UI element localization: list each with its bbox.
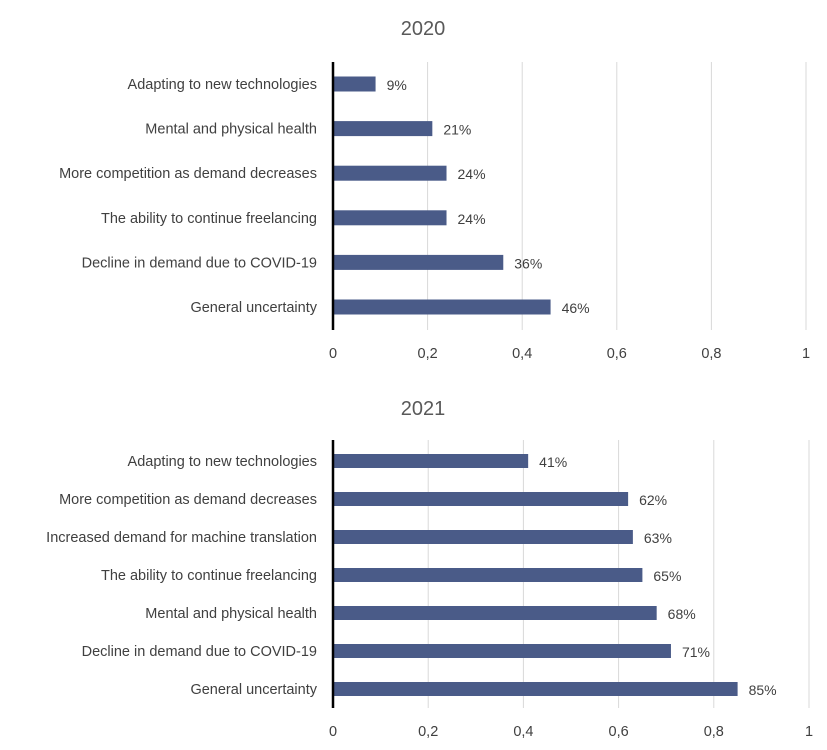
- chart-2020-category-label: Adapting to new technologies: [128, 77, 317, 93]
- chart-2020-bar: [333, 165, 447, 181]
- chart-2020: 2020 Adapting to new technologies 9% Mental…: [59, 18, 810, 362]
- chart-2021-data-label: 71%: [682, 644, 710, 660]
- chart-2021-category-label: The ability to continue freelancing: [101, 568, 317, 584]
- chart-2020-category-label: The ability to continue freelancing: [101, 211, 317, 227]
- chart-2020-bar: [333, 76, 376, 92]
- chart-2021-category-label: Increased demand for machine translation: [46, 530, 317, 546]
- chart-2020-data-label: 9%: [387, 77, 407, 93]
- chart-2020-bar: [333, 210, 447, 226]
- chart-2021-category-label: Adapting to new technologies: [128, 454, 317, 470]
- chart-2021-x-tick-label: 1: [805, 724, 813, 740]
- chart-2021: 2021 Adapting to new technologies 41% More …: [46, 398, 813, 740]
- chart-2021-title: 2021: [401, 398, 446, 420]
- chart-2021-x-tick-label: 0,2: [418, 724, 438, 740]
- chart-2020-title: 2020: [401, 18, 446, 40]
- chart-2021-category-label: General uncertainty: [190, 682, 317, 698]
- chart-2020-category-label: More competition as demand decreases: [59, 166, 317, 182]
- chart-2020-category-label: Decline in demand due to COVID-19: [82, 255, 317, 271]
- chart-2021-bar: [333, 568, 643, 582]
- chart-2021-data-label: 62%: [639, 492, 667, 508]
- chart-2020-data-label: 21%: [443, 122, 471, 138]
- chart-2020-bar: [333, 254, 504, 270]
- chart-2020-data-label: 24%: [458, 166, 486, 182]
- chart-2021-x-tick-label: 0: [329, 724, 337, 740]
- chart-2021-category-label: Decline in demand due to COVID-19: [82, 644, 317, 660]
- chart-2021-x-tick-label: 0,6: [609, 724, 629, 740]
- chart-2021-bar: [333, 492, 629, 506]
- chart-2020-bar: [333, 299, 551, 315]
- chart-2020-x-tick-label: 1: [802, 346, 810, 362]
- chart-2021-bar: [333, 606, 657, 620]
- chart-2021-category-label: Mental and physical health: [145, 606, 317, 622]
- chart-2021-data-label: 65%: [653, 568, 681, 584]
- chart-2020-category-label: General uncertainty: [190, 300, 317, 316]
- chart-2021-bar: [333, 454, 529, 468]
- chart-2020-category-label: Mental and physical health: [145, 122, 317, 138]
- chart-2020-x-tick-label: 0: [329, 346, 337, 362]
- chart-2020-x-tick-label: 0,2: [418, 346, 438, 362]
- chart-2021-bar: [333, 644, 671, 658]
- chart-2021-category-label: More competition as demand decreases: [59, 492, 317, 508]
- chart-2020-x-tick-label: 0,4: [512, 346, 532, 362]
- chart-2020-x-tick-label: 0,8: [701, 346, 721, 362]
- chart-2020-data-label: 46%: [562, 300, 590, 316]
- chart-2021-x-tick-label: 0,4: [513, 724, 533, 740]
- chart-2020-x-tick-label: 0,6: [607, 346, 627, 362]
- chart-2021-data-label: 85%: [749, 682, 777, 698]
- chart-2021-bar: [333, 530, 633, 544]
- chart-2021-data-label: 63%: [644, 530, 672, 546]
- chart-2021-data-label: 68%: [668, 606, 696, 622]
- chart-2021-data-label: 41%: [539, 454, 567, 470]
- chart-2021-x-tick-label: 0,8: [704, 724, 724, 740]
- chart-2021-bar: [333, 682, 738, 696]
- chart-2020-bar: [333, 121, 433, 137]
- chart-2020-data-label: 36%: [514, 255, 542, 271]
- chart-2020-data-label: 24%: [458, 211, 486, 227]
